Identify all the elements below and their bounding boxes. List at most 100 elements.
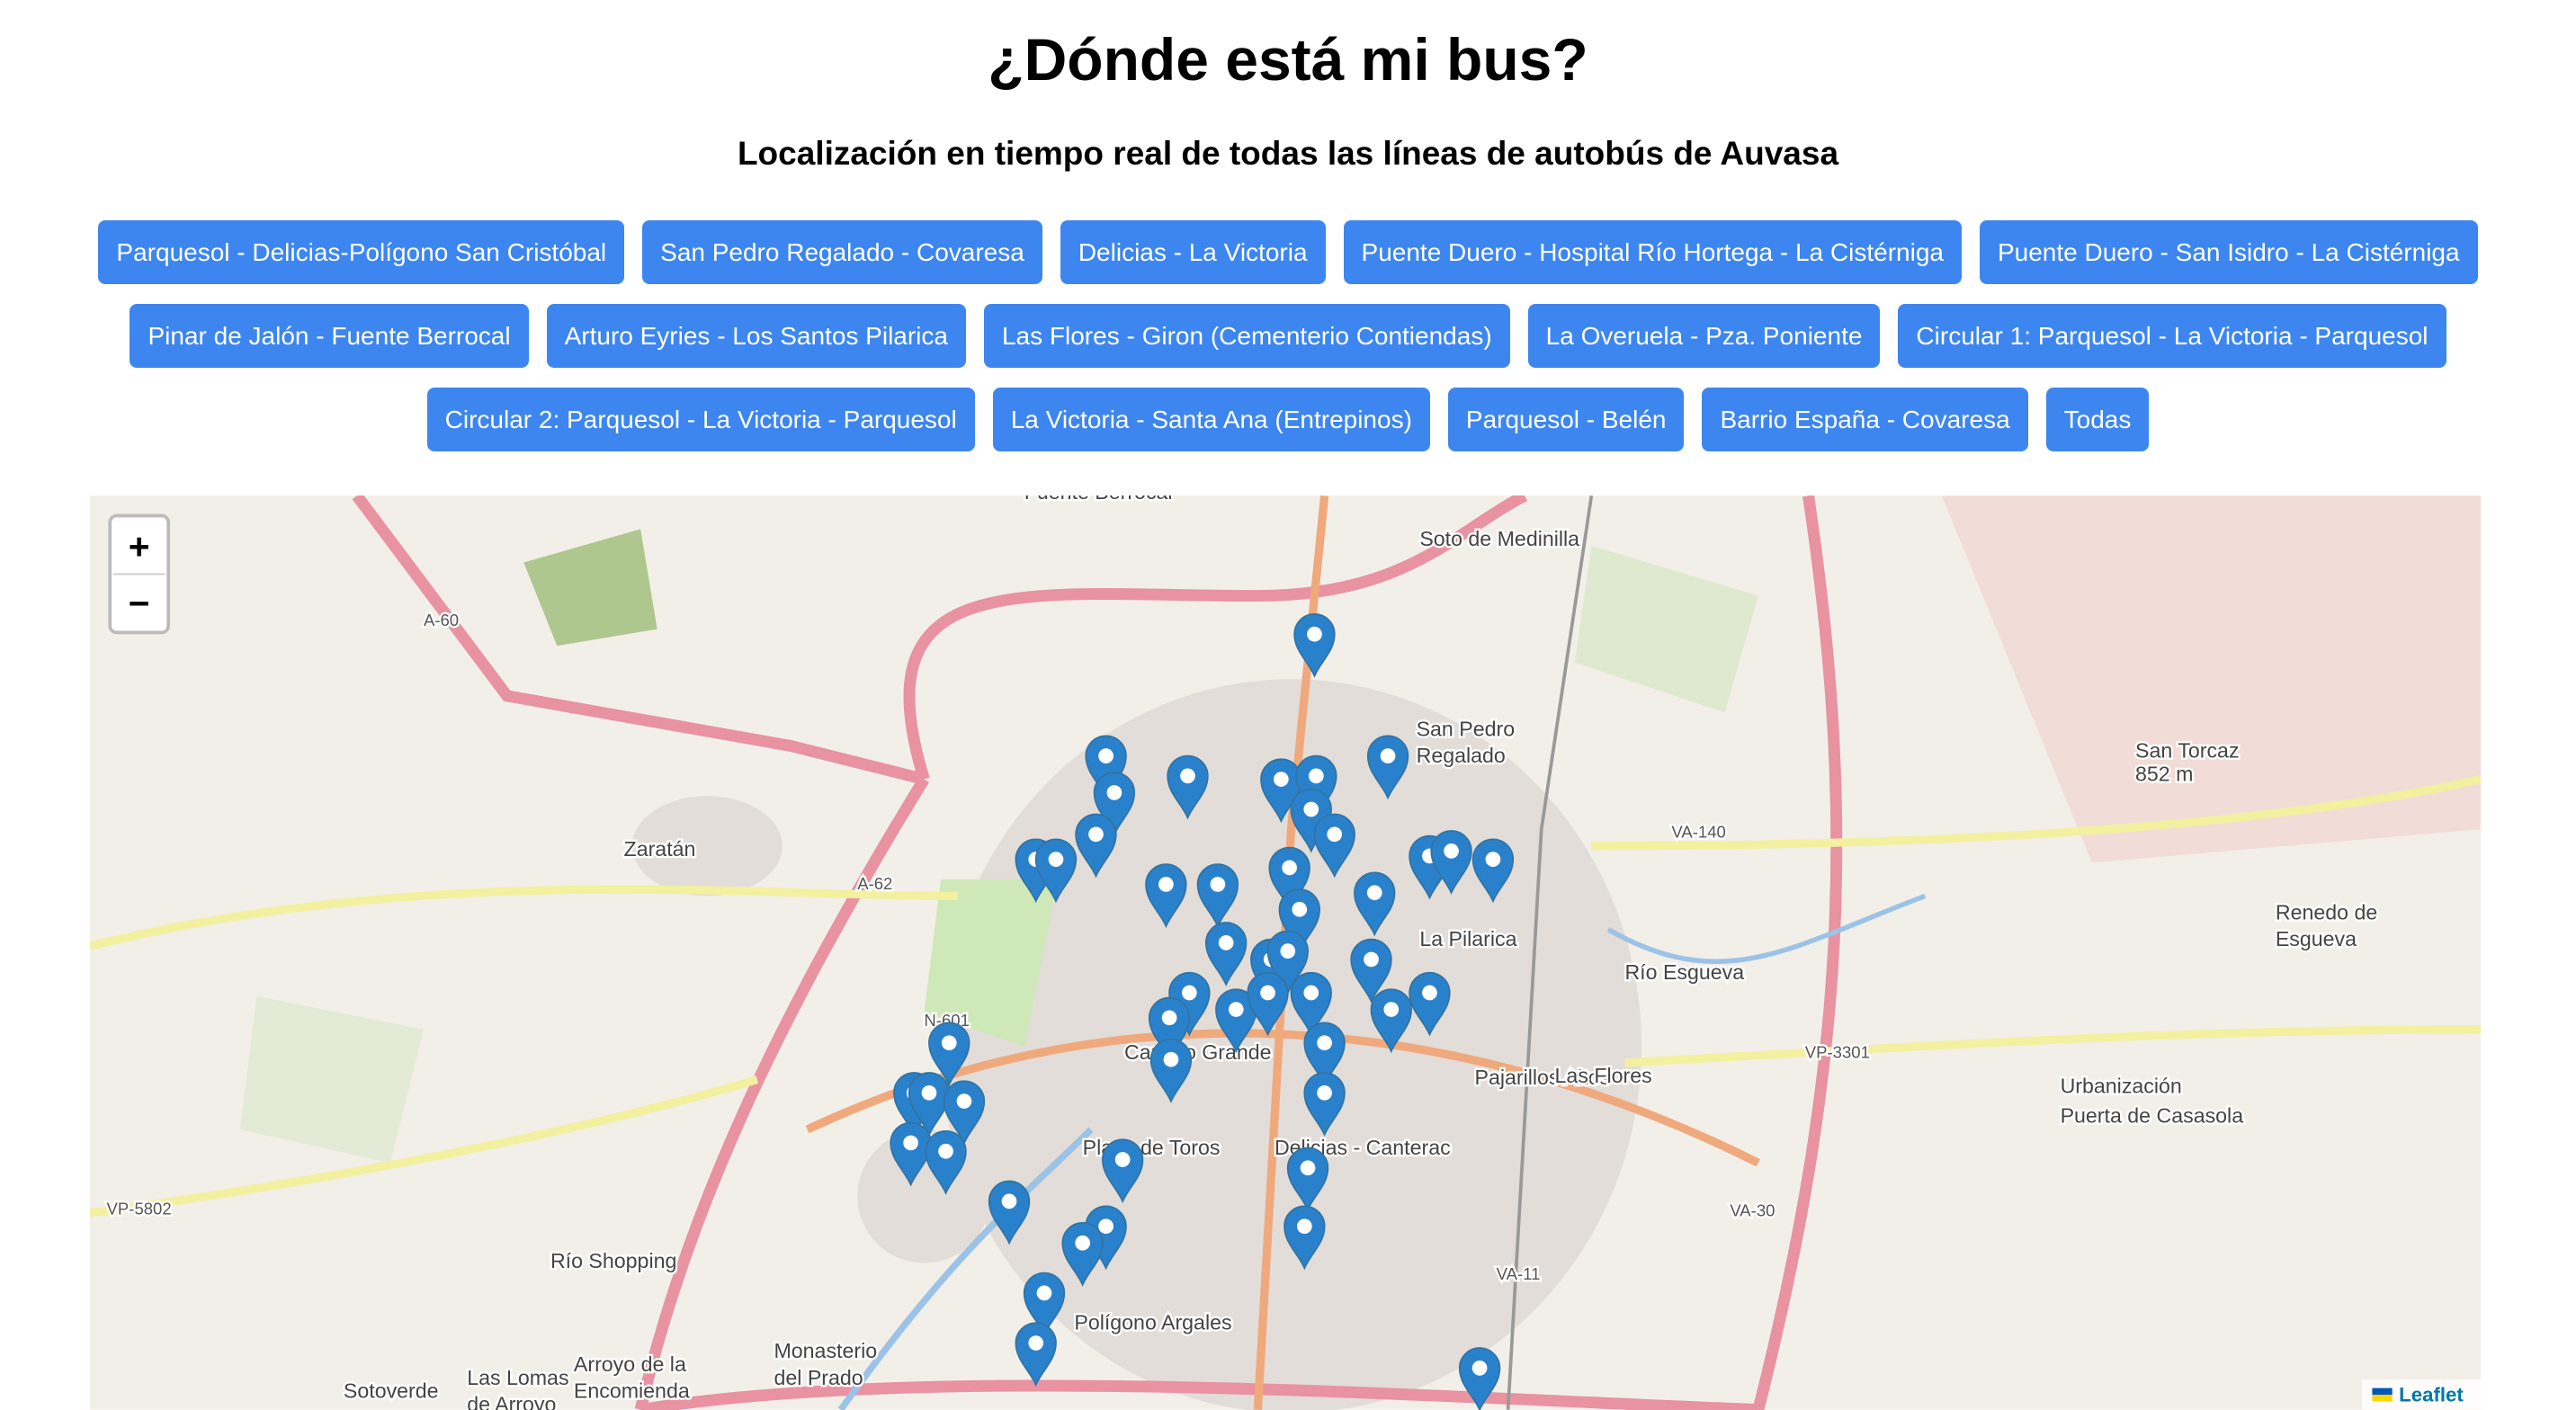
bus-marker[interactable] — [1061, 1222, 1104, 1287]
subtitle: Localización en tiempo real de todas las… — [737, 135, 1839, 172]
marker-dot — [1181, 985, 1197, 1001]
line-button[interactable]: Circular 2: Parquesol - La Victoria - Pa… — [426, 388, 975, 451]
bus-marker[interactable] — [1350, 938, 1392, 1004]
bus-marker[interactable] — [1303, 1022, 1346, 1087]
bus-marker[interactable] — [1215, 988, 1257, 1054]
zoom-in[interactable]: + — [129, 526, 150, 567]
map-label: de Arroyo — [467, 1393, 556, 1410]
marker-dot — [1114, 1152, 1131, 1167]
bus-marker[interactable] — [925, 1130, 967, 1195]
bus-marker[interactable] — [1247, 971, 1289, 1037]
button-row: Pinar de Jalón - Fuente Berrocal Arturo E… — [0, 304, 2576, 368]
bus-marker[interactable] — [1430, 830, 1472, 896]
line-button[interactable]: Barrio España - Covaresa — [1702, 388, 2028, 451]
marker-dot — [1307, 626, 1322, 642]
bus-marker[interactable] — [1284, 1205, 1326, 1271]
marker-pin — [1350, 938, 1392, 1004]
bus-marker[interactable] — [1409, 971, 1451, 1037]
marker-pin — [1303, 1072, 1346, 1137]
marker-dot — [1444, 843, 1459, 859]
bus-marker[interactable] — [1260, 758, 1302, 824]
line-buttons: Parquesol - Delicias-Polígono San Cristó… — [0, 220, 2576, 471]
marker-dot — [1383, 1002, 1400, 1017]
bus-marker[interactable] — [1303, 1072, 1346, 1137]
marker-dot — [1280, 943, 1296, 959]
marker-pin — [988, 1180, 1031, 1245]
line-button[interactable]: San Pedro Regalado - Covaresa — [642, 220, 1042, 284]
marker-dot — [1485, 852, 1501, 867]
bus-marker[interactable] — [1145, 863, 1187, 929]
bus-marker[interactable] — [1204, 922, 1248, 987]
bus-marker[interactable] — [1015, 1322, 1057, 1388]
marker-dot — [1471, 1361, 1488, 1376]
marker-pin — [925, 1130, 967, 1195]
marker-dot — [1163, 1051, 1179, 1067]
marker-pin — [1085, 735, 1127, 800]
bus-marker[interactable] — [1266, 930, 1309, 995]
bus-marker[interactable] — [1313, 813, 1355, 879]
marker-dot — [1001, 1193, 1017, 1209]
marker-pin — [1075, 813, 1117, 879]
map-label: Camino Grande — [1124, 1040, 1272, 1064]
map-label: VP-3301 — [1805, 1042, 1870, 1061]
marker-dot — [1028, 1335, 1044, 1351]
bus-marker[interactable] — [1167, 754, 1209, 820]
marker-pin — [1409, 971, 1451, 1037]
bus-marker[interactable] — [1286, 1147, 1329, 1212]
marker-pin — [1286, 1147, 1329, 1212]
line-button[interactable]: Pinar de Jalón - Fuente Berrocal — [130, 304, 529, 368]
line-button[interactable]: Todas — [2045, 388, 2150, 451]
line-button[interactable]: Parquesol - Delicias-Polígono San Cristó… — [98, 220, 625, 284]
bus-marker[interactable] — [1085, 735, 1127, 800]
attribution[interactable]: Leaflet — [2399, 1383, 2464, 1406]
line-button[interactable]: Puente Duero - San Isidro - La Cistérnig… — [1979, 220, 2478, 284]
bus-marker[interactable] — [1101, 1138, 1144, 1204]
map-label: Pajarillos Altos — [1475, 1066, 1611, 1089]
line-button[interactable]: Las Flores - Giron (Cementerio Contienda… — [983, 304, 1510, 368]
line-button[interactable]: La Overuela - Pza. Poniente — [1527, 304, 1881, 368]
bus-marker[interactable] — [943, 1080, 986, 1146]
bus-marker[interactable] — [1148, 996, 1191, 1062]
map-label: Esgueva — [2276, 927, 2357, 950]
line-button[interactable]: Circular 1: Parquesol - La Victoria - Pa… — [1898, 304, 2446, 368]
button-row: Circular 2: Parquesol - La Victoria - Pa… — [0, 388, 2576, 451]
map-label: A-62 — [857, 874, 892, 893]
marker-pin — [1015, 1322, 1057, 1388]
bus-marker[interactable] — [928, 1022, 970, 1087]
bus-marker[interactable] — [1093, 772, 1136, 837]
marker-pin — [1148, 996, 1191, 1062]
bus-marker[interactable] — [1293, 613, 1336, 678]
zoom-out[interactable]: − — [129, 583, 150, 624]
bus-marker[interactable] — [1023, 1272, 1066, 1337]
line-button[interactable]: Delicias - La Victoria — [1060, 220, 1326, 284]
bus-marker[interactable] — [1290, 971, 1332, 1037]
bus-marker[interactable] — [1278, 888, 1320, 953]
bus-marker[interactable] — [1354, 871, 1396, 937]
bus-marker[interactable] — [1075, 813, 1117, 879]
bus-marker[interactable] — [1370, 988, 1412, 1054]
marker-pin — [928, 1022, 970, 1087]
bus-marker[interactable] — [1268, 846, 1310, 912]
marker-dot — [1161, 1010, 1177, 1026]
line-button[interactable]: Puente Duero - Hospital Río Hortega - La… — [1343, 220, 1962, 284]
line-button[interactable]: Parquesol - Belén — [1447, 388, 1685, 451]
map[interactable]: Fuente Berrocal Soto de Medinilla A-60 San … — [90, 495, 2481, 1410]
map-label: La Pilarica — [1419, 927, 1516, 950]
marker-pin — [1278, 888, 1320, 953]
bus-marker[interactable] — [1295, 754, 1337, 820]
map-label: Zaratán — [624, 837, 696, 861]
bus-marker[interactable] — [1149, 1039, 1193, 1103]
bus-marker[interactable] — [1366, 735, 1409, 800]
bus-marker[interactable] — [988, 1180, 1031, 1245]
bus-marker[interactable] — [1458, 1347, 1501, 1410]
bus-marker[interactable] — [1471, 838, 1515, 904]
marker-dot — [1296, 1218, 1312, 1235]
map-label: VA-140 — [1671, 823, 1725, 842]
line-button[interactable]: La Victoria - Santa Ana (Entrepinos) — [992, 388, 1430, 451]
marker-dot — [1292, 901, 1308, 917]
line-button[interactable]: Arturo Eyries - Los Santos Pilarica — [546, 304, 966, 368]
bus-marker[interactable] — [1034, 838, 1078, 904]
marker-pin — [1354, 871, 1396, 937]
marker-pin — [1313, 813, 1355, 879]
bus-marker[interactable] — [1196, 863, 1239, 929]
